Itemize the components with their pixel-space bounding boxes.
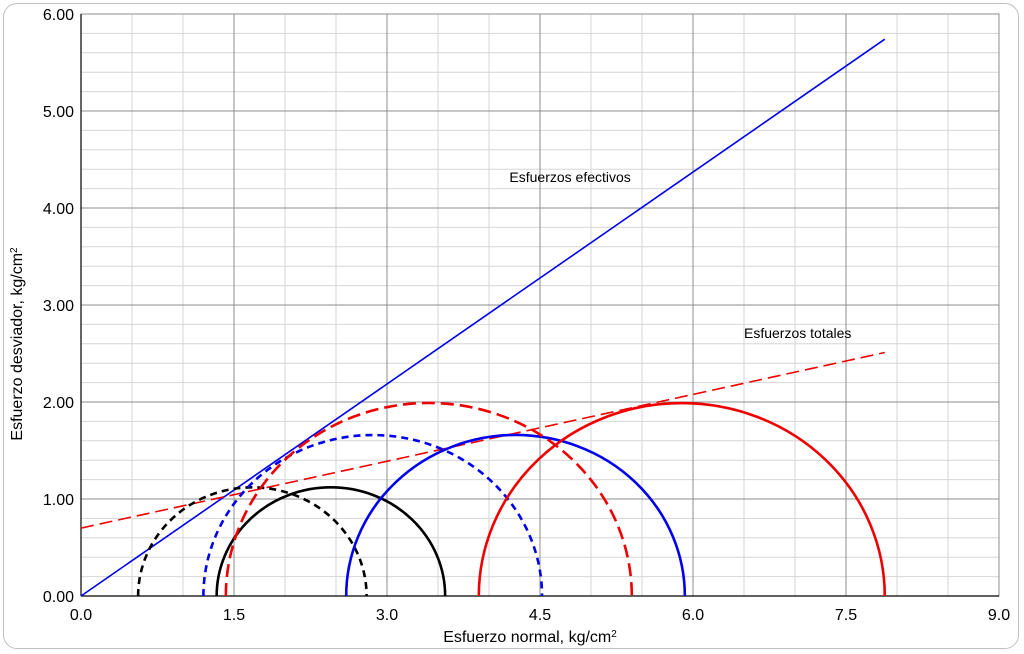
x-tick-label: 9.0: [988, 607, 1010, 624]
y-tick-label: 0.00: [43, 589, 74, 606]
y-tick-label: 5.00: [43, 104, 74, 121]
y-tick-label: 1.00: [43, 492, 74, 509]
x-tick-label: 3.0: [376, 607, 398, 624]
x-tick-label: 1.5: [223, 607, 245, 624]
y-axis-ticks: 0.00 1.00 2.00 3.00 4.00 5.00 6.00: [43, 7, 74, 606]
x-axis-ticks: 0.0 1.5 3.0 4.5 6.0 7.5 9.0: [70, 607, 1010, 624]
effective-stress-envelope: [80, 38, 886, 597]
major-grid: [80, 13, 1000, 597]
x-axis-title: Esfuerzo normal, kg/cm2: [443, 629, 617, 647]
mohr-circle-1: [215, 486, 447, 597]
mohr-circle-5: [477, 401, 887, 597]
y-tick-label: 6.00: [43, 7, 74, 24]
y-tick-label: 2.00: [43, 395, 74, 412]
mohr-circle-3: [344, 433, 687, 597]
x-tick-label: 6.0: [682, 607, 704, 624]
mohr-circle-6: [224, 401, 634, 597]
x-tick-label: 7.5: [835, 607, 857, 624]
x-tick-label: 4.5: [529, 607, 551, 624]
plot-border: [80, 13, 1000, 597]
effective-stress-label: Esfuerzos efectivos: [509, 169, 630, 185]
failure-envelopes: [80, 38, 886, 597]
mohr-circle-2: [136, 486, 368, 597]
annotations: Esfuerzos efectivos Esfuerzos totales: [509, 169, 851, 341]
mohr-circle-4: [202, 433, 544, 597]
mohr-circles: [136, 401, 887, 597]
x-tick-label: 0.0: [70, 607, 92, 624]
y-tick-label: 3.00: [43, 298, 74, 315]
total-stress-label: Esfuerzos totales: [744, 325, 851, 341]
y-tick-label: 4.00: [43, 201, 74, 218]
total-stress-envelope: [80, 351, 885, 529]
y-axis-title: Esfuerzo desviador, kg/cm2: [9, 247, 27, 441]
